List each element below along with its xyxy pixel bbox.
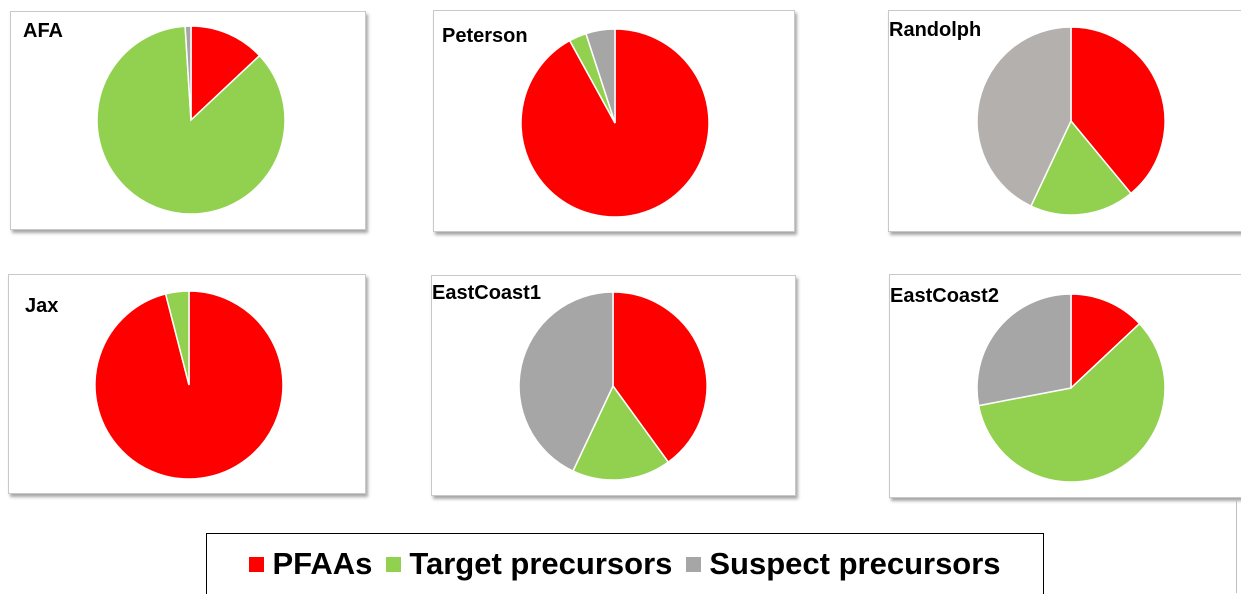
legend-swatch-pfaas [249,556,265,572]
pie-slice-pfaas [612,291,708,464]
chart-panel-eastcoast2: EastCoast2 [889,274,1241,498]
pie-peterson [520,28,710,218]
chart-title-jax: Jax [25,295,59,317]
pie-slice-suspect-precursors [976,26,1072,208]
chart-title-randolph: Randolph [889,19,982,41]
chart-panel-peterson: Peterson [433,10,795,232]
pie-slice-suspect-precursors [184,25,192,121]
pie-slice-target-precursors [1029,119,1132,216]
pie-eastcoast2 [976,293,1166,483]
pie-slice-pfaas [190,25,261,122]
legend-label-suspect-precursors: Suspect precursors [709,546,1001,581]
pie-slice-target-precursors [96,25,286,215]
legend-item-suspect-precursors: Suspect precursors [686,546,1001,582]
chart-title-eastcoast2: EastCoast2 [890,285,999,307]
chart-panel-eastcoast1: EastCoast1 [431,275,796,496]
pie-slice-pfaas [1070,293,1141,390]
pie-slice-pfaas [1070,26,1166,195]
chart-panel-jax: Jax [8,274,366,494]
chart-title-afa: AFA [23,20,63,42]
pie-slice-suspect-precursors [518,291,614,473]
divider-line [1236,500,1237,593]
chart-title-peterson: Peterson [442,25,528,47]
pie-slice-suspect-precursors [976,293,1072,407]
pie-afa [96,25,286,215]
legend-item-pfaas: PFAAs [249,546,372,582]
chart-panel-randolph: Randolph [888,10,1241,232]
chart-panel-afa: AFA [10,11,366,230]
legend: PFAAs Target precursors Suspect precurso… [206,533,1044,594]
legend-swatch-target-precursors [386,556,402,572]
pie-jax [94,290,284,480]
pie-randolph [976,26,1166,216]
pie-slice-target-precursors [977,322,1166,483]
legend-label-target-precursors: Target precursors [409,546,673,581]
chart-title-eastcoast1: EastCoast1 [432,282,541,304]
pie-slice-suspect-precursors [585,28,616,124]
legend-swatch-suspect-precursors [686,556,702,572]
legend-item-target-precursors: Target precursors [386,546,672,582]
pie-slice-target-precursors [164,290,190,386]
pie-eastcoast1 [518,291,708,481]
pie-slice-target-precursors [571,384,670,481]
legend-label-pfaas: PFAAs [272,546,373,581]
